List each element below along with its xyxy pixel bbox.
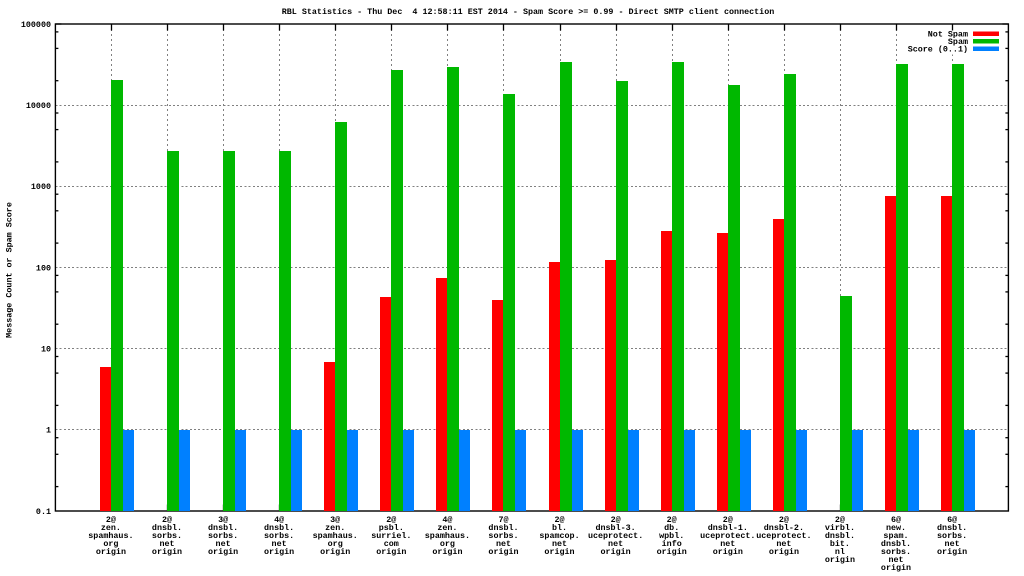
svg-text:spamhaus.: spamhaus.: [88, 531, 133, 541]
svg-text:7@: 7@: [498, 515, 508, 525]
svg-text:org: org: [103, 539, 118, 549]
svg-text:2@: 2@: [554, 515, 564, 525]
svg-text:info: info: [662, 539, 682, 549]
svg-text:sorbs.: sorbs.: [937, 531, 967, 541]
svg-text:bl.: bl.: [552, 523, 567, 533]
svg-text:uceprotect.: uceprotect.: [700, 531, 755, 541]
svg-text:Score (0..1): Score (0..1): [908, 45, 968, 55]
svg-text:wpbl.: wpbl.: [659, 531, 684, 541]
svg-text:2@: 2@: [667, 515, 677, 525]
svg-text:Spam: Spam: [948, 37, 968, 47]
svg-text:net: net: [552, 539, 567, 549]
svg-text:origin: origin: [152, 547, 182, 557]
svg-text:Message Count or Spam Score: Message Count or Spam Score: [4, 202, 14, 338]
svg-text:2@: 2@: [162, 515, 172, 525]
svg-text:origin: origin: [544, 547, 574, 557]
svg-text:dnsbl.: dnsbl.: [825, 531, 855, 541]
svg-text:uceprotect.: uceprotect.: [588, 531, 643, 541]
svg-text:zen.: zen.: [101, 523, 121, 533]
svg-text:zen.: zen.: [325, 523, 345, 533]
svg-text:6@: 6@: [947, 515, 957, 525]
svg-text:org: org: [328, 539, 343, 549]
svg-text:3@: 3@: [218, 515, 228, 525]
svg-text:sorbs.: sorbs.: [152, 531, 182, 541]
svg-text:1000: 1000: [31, 182, 51, 192]
svg-text:2@: 2@: [779, 515, 789, 525]
svg-text:dnsbl-1.: dnsbl-1.: [708, 523, 748, 533]
svg-text:db.: db.: [664, 523, 679, 533]
svg-text:2@: 2@: [723, 515, 733, 525]
svg-text:10000: 10000: [26, 101, 51, 111]
svg-text:sorbs.: sorbs.: [881, 547, 911, 557]
svg-text:origin: origin: [264, 547, 294, 557]
svg-text:dnsbl.: dnsbl.: [881, 539, 911, 549]
svg-text:dnsbl.: dnsbl.: [937, 523, 967, 533]
svg-text:dnsbl.: dnsbl.: [488, 523, 518, 533]
svg-text:bit.: bit.: [830, 539, 850, 549]
svg-text:dnsbl.: dnsbl.: [264, 523, 294, 533]
svg-text:net: net: [945, 539, 960, 549]
svg-text:dnsbl.: dnsbl.: [208, 523, 238, 533]
svg-text:origin: origin: [657, 547, 687, 557]
svg-text:sorbs.: sorbs.: [264, 531, 294, 541]
svg-text:Not Spam: Not Spam: [928, 30, 968, 40]
svg-text:sorbs.: sorbs.: [208, 531, 238, 541]
svg-text:nl: nl: [835, 547, 845, 557]
svg-text:origin: origin: [96, 547, 126, 557]
svg-text:3@: 3@: [330, 515, 340, 525]
svg-text:origin: origin: [769, 547, 799, 557]
svg-text:2@: 2@: [386, 515, 396, 525]
svg-text:100000: 100000: [21, 20, 51, 30]
svg-text:origin: origin: [320, 547, 350, 557]
svg-text:surriel.: surriel.: [371, 531, 411, 541]
svg-text:net: net: [216, 539, 231, 549]
svg-text:origin: origin: [937, 547, 967, 557]
svg-text:origin: origin: [601, 547, 631, 557]
svg-text:sorbs.: sorbs.: [488, 531, 518, 541]
svg-text:spamhaus.: spamhaus.: [425, 531, 470, 541]
svg-text:origin: origin: [432, 547, 462, 557]
svg-text:origin: origin: [713, 547, 743, 557]
svg-text:origin: origin: [488, 547, 518, 557]
svg-text:net: net: [159, 539, 174, 549]
svg-text:origin: origin: [881, 563, 911, 573]
svg-text:spamcop.: spamcop.: [539, 531, 579, 541]
svg-text:spamhaus.: spamhaus.: [313, 531, 358, 541]
svg-text:net: net: [720, 539, 735, 549]
svg-text:net: net: [496, 539, 511, 549]
svg-text:new.: new.: [886, 523, 906, 533]
svg-text:net: net: [776, 539, 791, 549]
svg-text:dnsbl.: dnsbl.: [152, 523, 182, 533]
svg-text:org: org: [440, 539, 455, 549]
svg-text:4@: 4@: [274, 515, 284, 525]
svg-text:net: net: [608, 539, 623, 549]
svg-text:6@: 6@: [891, 515, 901, 525]
svg-text:net: net: [888, 555, 903, 565]
svg-text:virbl.: virbl.: [825, 523, 855, 533]
svg-text:10: 10: [41, 345, 51, 355]
svg-text:4@: 4@: [442, 515, 452, 525]
svg-text:100: 100: [36, 263, 51, 273]
svg-text:zen.: zen.: [437, 523, 457, 533]
svg-text:2@: 2@: [106, 515, 116, 525]
svg-text:1: 1: [46, 426, 51, 436]
svg-text:uceprotect.: uceprotect.: [756, 531, 811, 541]
svg-text:net: net: [272, 539, 287, 549]
svg-text:dnsbl-3.: dnsbl-3.: [595, 523, 635, 533]
svg-text:2@: 2@: [835, 515, 845, 525]
svg-text:origin: origin: [376, 547, 406, 557]
svg-text:psbl.: psbl.: [379, 523, 404, 533]
svg-text:origin: origin: [208, 547, 238, 557]
svg-text:com: com: [384, 539, 399, 549]
svg-text:dnsbl-2.: dnsbl-2.: [764, 523, 804, 533]
svg-text:RBL Statistics - Thu Dec 4 12: RBL Statistics - Thu Dec 4 12:58:11 EST …: [282, 7, 775, 17]
svg-text:0.1: 0.1: [36, 507, 51, 517]
svg-text:2@: 2@: [611, 515, 621, 525]
svg-text:spam.: spam.: [883, 531, 908, 541]
svg-text:origin: origin: [825, 555, 855, 565]
